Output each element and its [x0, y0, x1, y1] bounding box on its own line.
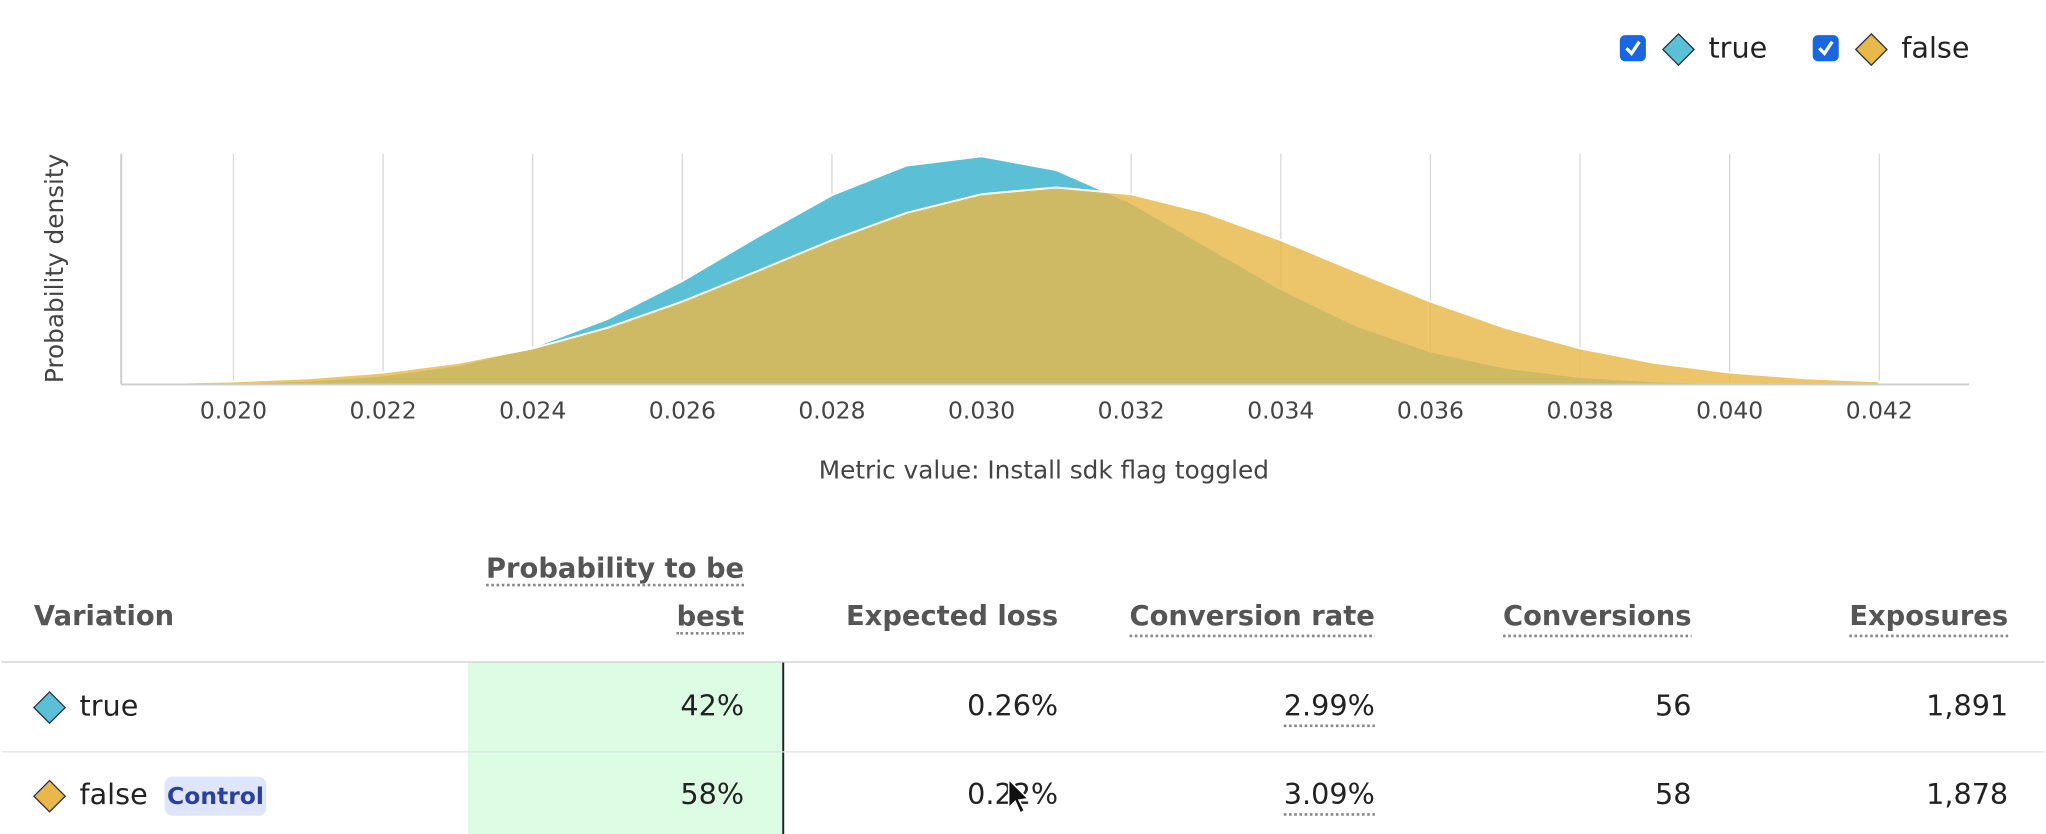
x-tick-label: 0.028 [798, 396, 865, 424]
x-tick-label: 0.038 [1546, 396, 1613, 424]
variation-name: false [80, 777, 148, 811]
legend-label: true [1708, 31, 1767, 65]
legend-label: false [1901, 31, 1969, 65]
cell-text: 58% [680, 777, 744, 811]
cell-text: 2.99% [1284, 689, 1375, 723]
header-cell: Probability to be best [485, 552, 745, 635]
legend-item[interactable]: true [1619, 31, 1767, 67]
header-text: Probability to be best [485, 552, 745, 635]
variation-name: true [80, 689, 139, 723]
cell-text: 1,891 [1926, 689, 2008, 723]
checkmark [1625, 40, 1641, 56]
highlight-column [467, 661, 784, 834]
cell-text: 0.26% [967, 689, 1058, 723]
variation-marker [33, 691, 67, 725]
header-text: Expected loss [846, 601, 1058, 632]
header-text: Conversions [1503, 601, 1691, 632]
cell-text: 42% [680, 689, 744, 723]
y-axis-label: Probability density [40, 154, 69, 383]
x-axis-label: Metric value: Install sdk flag toggled [819, 456, 1269, 485]
header-text: Variation [34, 601, 174, 632]
x-tick-label: 0.024 [499, 396, 566, 424]
x-tick-label: 0.022 [350, 396, 417, 424]
cell-text: 3.09% [1284, 777, 1375, 811]
cell-text: 56 [1655, 689, 1691, 723]
header-text: Exposures [1849, 601, 2008, 632]
x-tick-label: 0.026 [649, 396, 716, 424]
x-tick-label: 0.032 [1098, 396, 1165, 424]
legend-item[interactable]: false [1812, 31, 1970, 67]
x-tick-label: 0.034 [1247, 396, 1314, 424]
badge-text: Control [167, 782, 264, 810]
x-tick-label: 0.042 [1846, 396, 1913, 424]
checkbox[interactable] [1812, 35, 1839, 62]
checkbox[interactable] [1619, 35, 1646, 62]
x-tick-label: 0.040 [1696, 396, 1763, 424]
x-tick-label: 0.030 [948, 396, 1015, 424]
badge [164, 776, 267, 816]
density-area [157, 186, 1881, 386]
variation-marker [33, 779, 67, 813]
header-text: Conversion rate [1130, 601, 1375, 632]
cell-text: 58 [1655, 777, 1691, 811]
legend-marker [1854, 32, 1888, 67]
legend-marker [1661, 32, 1696, 67]
x-tick-label: 0.020 [200, 396, 267, 424]
checkmark [1818, 40, 1834, 56]
cell-text: 1,878 [1926, 777, 2008, 811]
mouse-cursor [1007, 777, 1030, 815]
x-tick-label: 0.036 [1397, 396, 1464, 424]
